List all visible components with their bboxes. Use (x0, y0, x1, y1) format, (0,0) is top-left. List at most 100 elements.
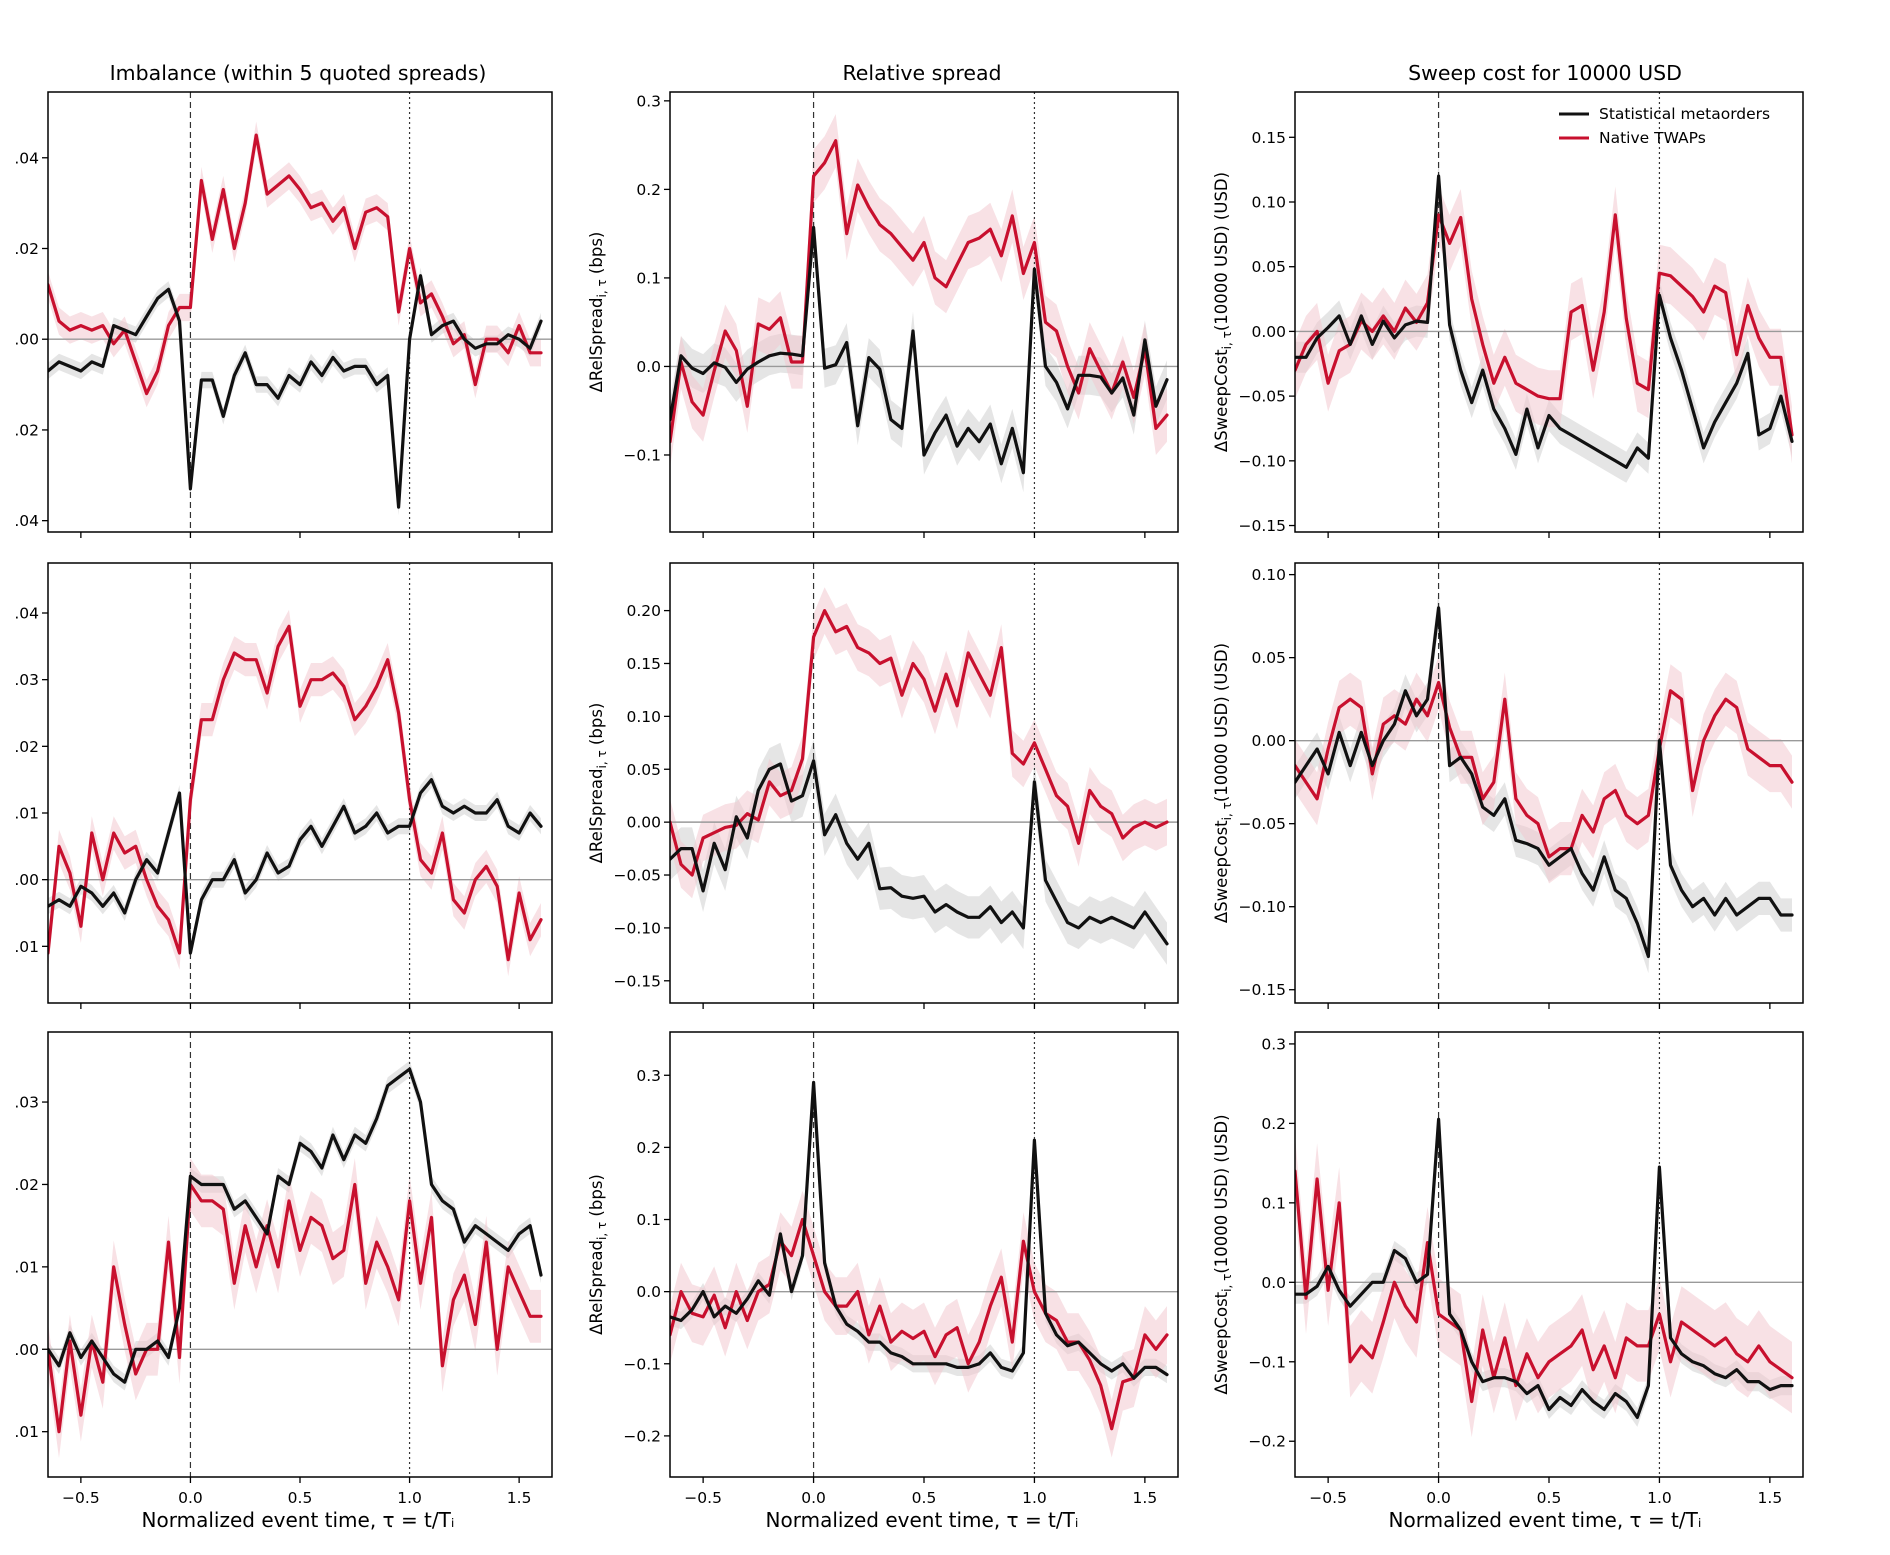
panel-r3c2-xtick-label: 0.0 (801, 1489, 826, 1507)
panel-r2c1-ytick-label: .02 (14, 738, 39, 756)
panel-r3c3-xtick-label: 0.5 (1537, 1489, 1562, 1507)
panel-r3c1-xtick-label: 1.0 (397, 1489, 422, 1507)
panel-r2c2-ytick-label: 0.10 (626, 708, 661, 726)
panel-r1c3-ytick-label: 0.05 (1251, 258, 1286, 276)
panel-r3c1-ytick-label: .02 (14, 1176, 39, 1194)
panel-r1c3-band-native-twaps (1295, 186, 1792, 464)
panel-r2c3-ytick-label: −0.10 (1239, 898, 1287, 916)
panel-r1c2-ytick-label: 0.0 (636, 358, 661, 376)
panel-r3c2-ytick-label: 0.2 (636, 1139, 661, 1157)
panel-r1c3-line-native-twaps (1295, 213, 1794, 437)
legend-label-statistical-metaorders: Statistical metaorders (1599, 105, 1770, 123)
panel-r1c3-line-statistical-metaorders (1295, 174, 1794, 469)
panel-r2c1-ytick-label: .01 (14, 805, 39, 823)
panel-r3c2-band-native-twaps (670, 1190, 1167, 1458)
panel-r3c2-xtick-label: 1.0 (1022, 1489, 1047, 1507)
panel-r1c1-axes-frame (47, 91, 553, 533)
panel-r2c2-line-statistical-metaorders (670, 759, 1169, 946)
panel-r2c1-ytick-label: .00 (14, 871, 39, 889)
panel-r3c1-band-native-twaps (48, 1158, 541, 1458)
panel-r1c3-ytick-label: −0.15 (1239, 517, 1287, 535)
panel-r1c1-ytick-label: .02 (14, 240, 39, 258)
xlabel-col2: Normalized event time, τ = t/Tᵢ (766, 1508, 1079, 1532)
legend: Statistical metaorders Native TWAPs (1559, 105, 1770, 147)
panel-r3c3-ylabel: ΔSweepCosti, τ(10000 USD) (USD) (1212, 1114, 1234, 1394)
panel-r1c1-plot-area (48, 92, 552, 532)
panel-r3c2-ytick-label: 0.1 (636, 1211, 661, 1229)
panel-r1c1-line-statistical-metaorders (48, 274, 543, 509)
column-title-relative-spread: Relative spread (842, 61, 1001, 85)
panel-r3c1-plot-area (48, 1032, 552, 1477)
panel-r2c2-ytick-label: −0.15 (614, 972, 662, 990)
panel-r3c3-band-native-twaps (1295, 1135, 1792, 1438)
panel-r2c2-ylabel: ΔRelSpreadi, τ (bps) (587, 703, 609, 864)
panel-r2c3-ytick-label: −0.15 (1239, 981, 1287, 999)
panel-r2c3-ylabel: ΔSweepCosti, τ(10000 USD) (USD) (1212, 643, 1234, 923)
panel-r1c2-plot-area (670, 92, 1178, 532)
panel-r2c3-ytick-label: 0.05 (1251, 649, 1286, 667)
panel-r2c3-ytick-label: 0.00 (1251, 732, 1286, 750)
panel-r1c1-ytick-label: .00 (14, 331, 39, 349)
panel-r3c3-xtick-label: 1.0 (1647, 1489, 1672, 1507)
panel-r3c1-ytick-label: .01 (14, 1423, 39, 1441)
panel-r2c1-band-statistical-metaorders (48, 771, 541, 961)
panel-r1c2-band-native-twaps (670, 114, 1167, 469)
xlabel-col1: Normalized event time, τ = t/Tᵢ (142, 1508, 455, 1532)
panel-r3c3-xtick-label: 1.5 (1758, 1489, 1783, 1507)
panel-r1c3-ylabel: ΔSweepCosti, τ(10000 USD) (USD) (1212, 172, 1234, 452)
panel-r3c3-xtick-label: 0.0 (1426, 1489, 1451, 1507)
panel-r2c3-plot-area (1295, 563, 1803, 1003)
panel-r2c1-line-statistical-metaorders (48, 778, 543, 955)
panel-r2c2-ytick-label: −0.05 (614, 867, 662, 885)
panel-r3c1-xtick-label: −0.5 (62, 1489, 100, 1507)
panel-r2c3-ytick-label: 0.10 (1251, 566, 1286, 584)
panel-r3c2-xtick-label: 1.5 (1133, 1489, 1158, 1507)
panel-r3c3-ytick-label: 0.0 (1261, 1274, 1286, 1292)
panel-r3c1: .01 .00 .01 .02 .03 −0.5 0.0 0.5 1.0 1.5 (14, 1031, 553, 1507)
panel-r1c2-ytick-label: 0.2 (636, 181, 661, 199)
panel-r3c1-xtick-label: 0.5 (288, 1489, 313, 1507)
panel-r3c1-ytick-label: .00 (14, 1341, 39, 1359)
panel-r3c2: −0.2 −0.1 0.0 0.1 0.2 0.3 −0.5 0.0 0.5 1.0 1.5 ΔRel… (587, 1031, 1179, 1507)
panel-r2c2-ytick-label: 0.05 (626, 761, 661, 779)
panel-r2c3-line-statistical-metaorders (1295, 606, 1794, 959)
panel-r3c1-ytick-label: .03 (14, 1094, 39, 1112)
panel-r1c2-ytick-label: 0.1 (636, 269, 661, 287)
panel-r3c2-xtick-label: −0.5 (684, 1489, 722, 1507)
panel-r1c1-ytick-label: .02 (14, 421, 39, 439)
panel-r3c2-ytick-label: −0.2 (623, 1427, 661, 1445)
panel-r2c1-ytick-label: .04 (14, 605, 39, 623)
panel-r3c2-ytick-label: 0.3 (636, 1067, 661, 1085)
panel-r3c3-plot-area (1295, 1032, 1803, 1477)
panel-r2c2-plot-area (670, 563, 1178, 1003)
panel-r2c1: .01 .00 .01 .02 .03 .04 (14, 562, 553, 1009)
panel-r2c2-ytick-label: 0.00 (626, 814, 661, 832)
panel-r3c2-line-native-twaps (670, 1217, 1169, 1431)
panel-r3c2-ytick-label: −0.1 (623, 1355, 661, 1373)
panel-r1c1-line-native-twaps (48, 133, 543, 396)
panel-r2c1-ytick-label: .03 (14, 671, 39, 689)
panel-r3c2-line-statistical-metaorders (670, 1080, 1169, 1380)
xlabel-col3: Normalized event time, τ = t/Tᵢ (1389, 1508, 1702, 1532)
panel-r1c1-ytick-label: .04 (14, 512, 39, 530)
panel-r2c2: −0.15 −0.10 −0.05 0.00 0.05 0.10 0.15 0.20 ΔRelS… (587, 562, 1179, 1009)
panel-r3c1-line-native-twaps (48, 1182, 543, 1434)
panel-r3c2-xtick-label: 0.5 (912, 1489, 937, 1507)
panel-r1c3-ytick-label: −0.05 (1239, 388, 1287, 406)
panel-r1c1-band-native-twaps (48, 121, 541, 408)
panel-r2c1-plot-area (48, 563, 552, 1003)
panel-r1c3-ytick-label: 0.10 (1251, 194, 1286, 212)
panel-r2c3-band-native-twaps (1295, 656, 1792, 884)
panel-r3c3-line-statistical-metaorders (1295, 1117, 1794, 1420)
panel-r3c1-xtick-label: 0.0 (178, 1489, 203, 1507)
x-axis-labels: Normalized event time, τ = t/Tᵢ Normaliz… (142, 1508, 1702, 1532)
panel-r2c3: −0.15 −0.10 −0.05 0.00 0.05 0.10 ΔSweepCosti, … (1212, 562, 1804, 1009)
panels: .04 .02 .00 .02 .04 −0.1 0.0 0.1 0.2 0.3 ΔRelSprea… (14, 91, 1804, 1507)
panel-r2c2-ytick-label: 0.20 (626, 602, 661, 620)
panel-r3c3-line-native-twaps (1295, 1169, 1794, 1404)
panel-r1c3-ytick-label: 0.15 (1251, 129, 1286, 147)
panel-r3c3-xtick-label: −0.5 (1309, 1489, 1347, 1507)
panel-r3c2-ytick-label: 0.0 (636, 1283, 661, 1301)
panel-r1c3-ytick-label: 0.00 (1251, 323, 1286, 341)
